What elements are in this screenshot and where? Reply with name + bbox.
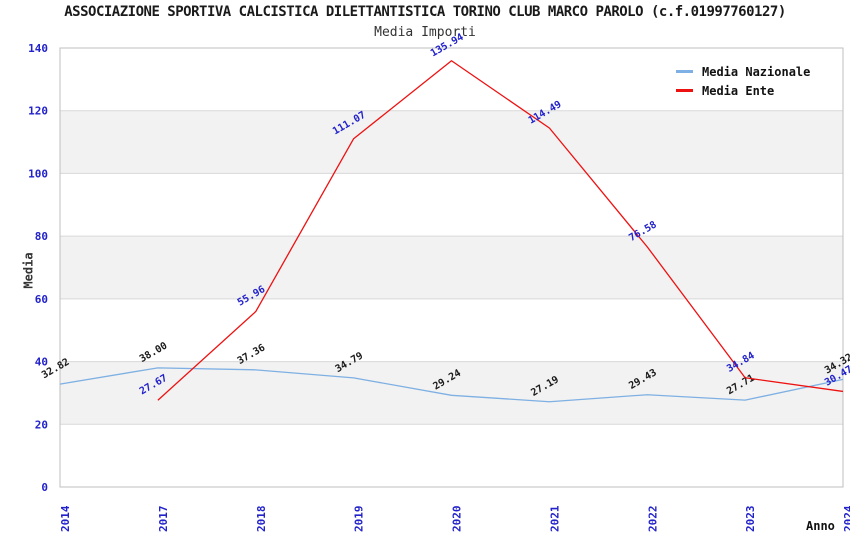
plot-band: [60, 424, 843, 487]
x-tick-label: 2022: [646, 506, 659, 533]
legend-swatch-media-nazionale: [676, 70, 693, 73]
plot-band: [60, 361, 843, 425]
y-tick-label: 140: [28, 42, 48, 55]
plot-band: [60, 236, 843, 299]
legend-swatch-media-ente: [676, 89, 693, 92]
legend-item-media-ente: Media Ente: [676, 81, 810, 100]
x-tick-label: 2021: [548, 505, 561, 532]
x-tick-label: 2023: [744, 506, 757, 533]
y-tick-label: 40: [35, 356, 48, 369]
chart-subtitle: Media Importi: [374, 25, 476, 40]
x-tick-label: 2020: [451, 506, 464, 533]
plot-band: [60, 110, 843, 174]
x-tick-label: 2018: [255, 506, 268, 533]
series-line-media-nazionale: [59, 367, 844, 403]
chart-legend: Media Nazionale Media Ente: [676, 62, 810, 100]
plot-band: [60, 298, 843, 362]
series-line-media-ente: [157, 60, 844, 401]
chart-title: ASSOCIAZIONE SPORTIVA CALCISTICA DILETTA…: [64, 4, 786, 20]
y-tick-label: 120: [28, 105, 48, 118]
y-axis-title: Media: [21, 252, 36, 289]
plot-band: [60, 173, 843, 237]
x-tick-label: 2014: [59, 505, 72, 532]
y-tick-label: 0: [41, 481, 48, 494]
y-tick-label: 80: [35, 230, 48, 243]
y-tick-label: 100: [28, 167, 48, 180]
legend-label-media-ente: Media Ente: [702, 83, 775, 98]
y-tick-label: 20: [35, 418, 48, 431]
x-tick-label: 2019: [353, 506, 366, 533]
plot-border: [59, 47, 844, 488]
legend-item-media-nazionale: Media Nazionale: [676, 62, 810, 81]
x-tick-label: 2017: [157, 506, 170, 533]
legend-label-media-nazionale: Media Nazionale: [702, 64, 811, 79]
plot-band: [60, 48, 843, 111]
y-tick-label: 60: [35, 293, 48, 306]
x-tick-label: 2024: [842, 505, 850, 532]
x-axis-title: Anno: [806, 519, 835, 533]
